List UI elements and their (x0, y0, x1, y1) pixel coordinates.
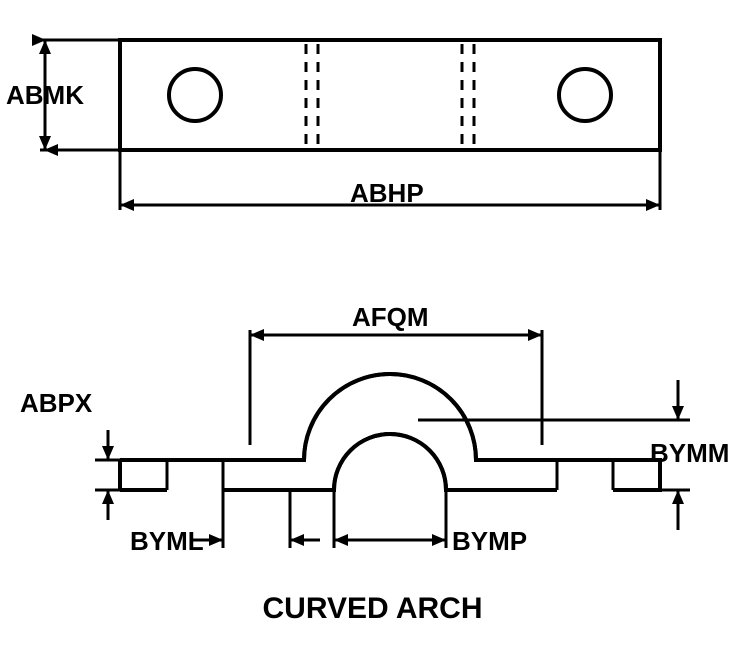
diagram-title: CURVED ARCH (0, 592, 745, 626)
label-abmk: ABMK (6, 80, 84, 111)
label-bymp: BYMP (452, 526, 527, 557)
diagram-stage: ABMK ABHP AFQM ABPX BYMM BYML BYMP CURVE… (0, 0, 745, 662)
dim-afqm (250, 329, 542, 445)
top-view (120, 40, 660, 150)
label-bymm: BYMM (650, 438, 729, 469)
label-byml: BYML (130, 526, 204, 557)
label-abhp: ABHP (350, 178, 424, 209)
hole-left (169, 69, 221, 121)
dim-byml (193, 490, 320, 548)
label-abpx: ABPX (20, 388, 92, 419)
label-afqm: AFQM (352, 302, 429, 333)
dim-abpx (95, 430, 120, 520)
side-view (120, 374, 660, 490)
dim-bymp (334, 490, 446, 548)
hole-right (559, 69, 611, 121)
